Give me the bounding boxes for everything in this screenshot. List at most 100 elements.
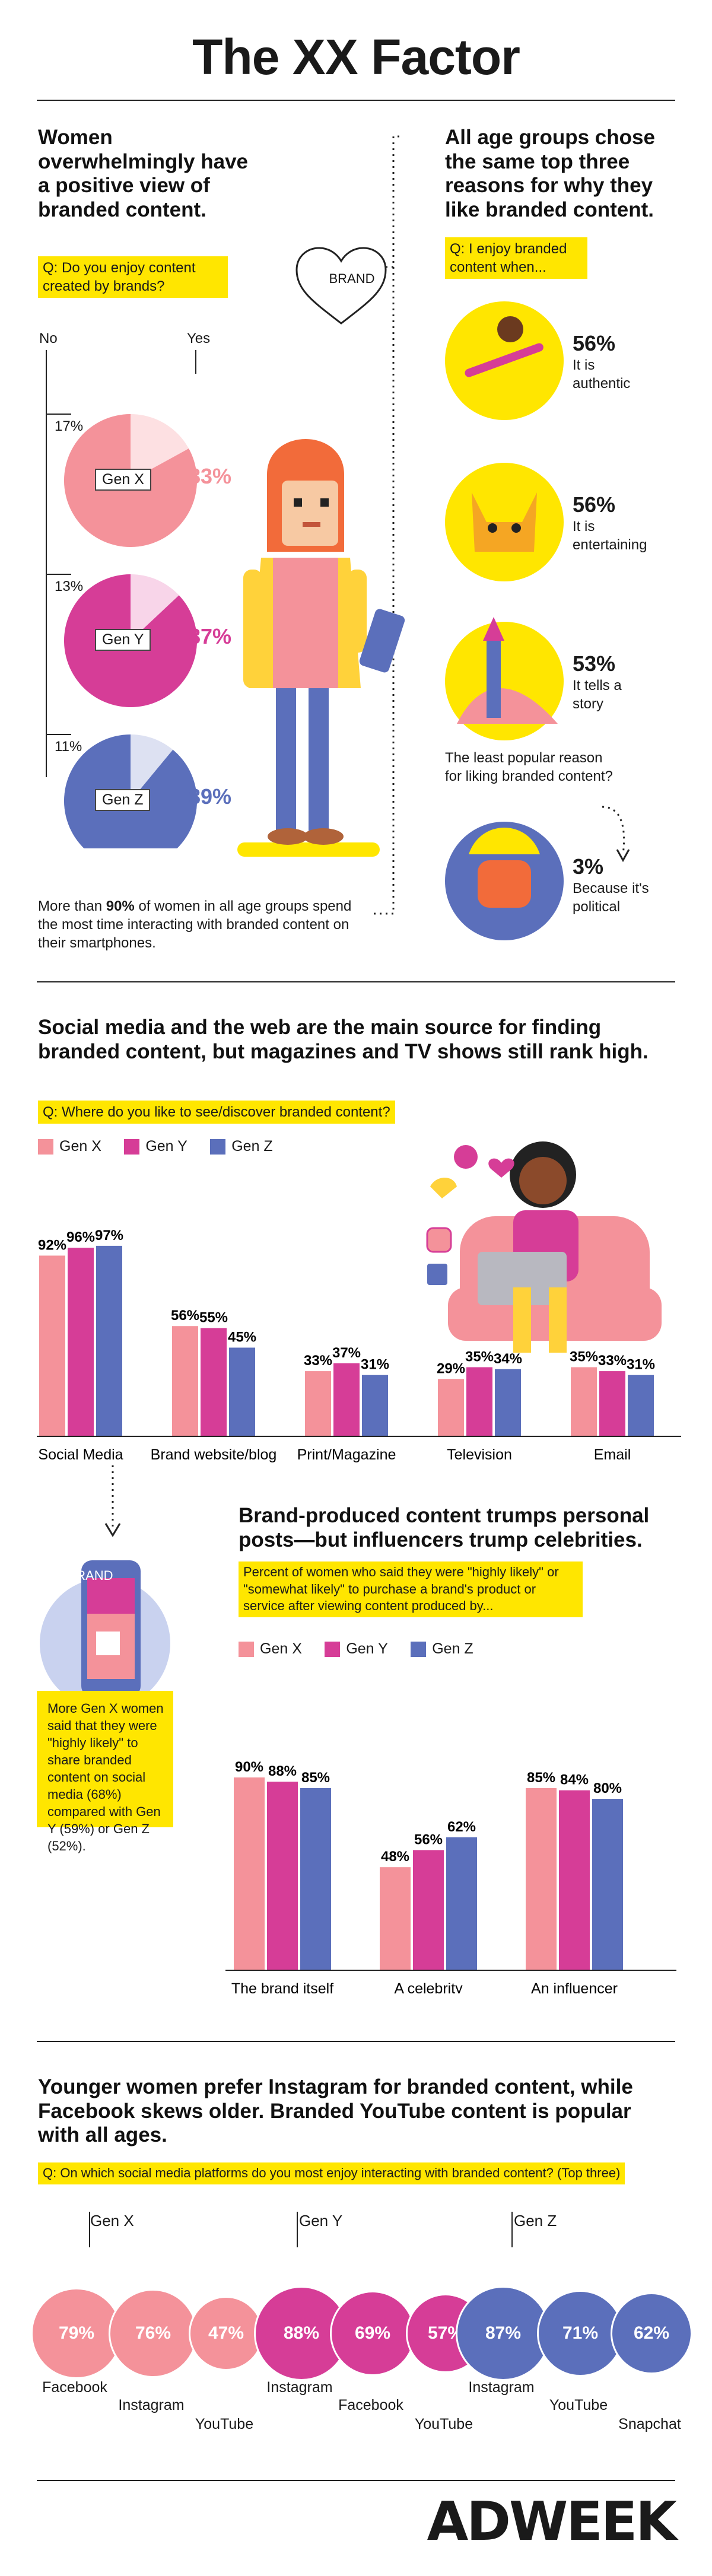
reason-illustrations: [445, 301, 564, 940]
bar-television-genx: [438, 1379, 464, 1436]
bubble-instagram: 76%: [108, 2288, 198, 2378]
bubble-platform-label: YouTube: [414, 2416, 473, 2432]
sec4-question: Q: On which social media platforms do yo…: [38, 2162, 625, 2184]
pie-genz-yes-pct: 89%: [189, 784, 232, 809]
bar-print-magazine-genz: [362, 1375, 388, 1436]
bar-value-label: 85%: [527, 1770, 555, 1786]
bubble-group-line: [297, 2212, 298, 2247]
bubble-platform-label: Facebook: [338, 2397, 403, 2413]
bar-an-influencer-genz: [592, 1799, 623, 1970]
pie-geny-no-pct: 13%: [55, 578, 84, 594]
category-label: A celebrity: [394, 1980, 463, 1993]
bar-brand-website-blog-geny: [201, 1328, 227, 1436]
bar-a-celebrity-geny: [413, 1850, 444, 1970]
bar-value-label: 45%: [228, 1330, 256, 1346]
pie-genz-label: Gen Z: [95, 789, 151, 811]
phone-brand-text: BRAND: [67, 1568, 113, 1583]
title-divider: [37, 100, 675, 101]
bubble-platform-label: YouTube: [195, 2416, 254, 2432]
sec1-question: Q: Do you enjoy content created by brand…: [38, 256, 228, 298]
bar-value-label: 80%: [593, 1780, 622, 1796]
bar-television-genz: [495, 1369, 521, 1436]
twitter-icon: [430, 1178, 457, 1198]
bar-a-celebrity-genx: [380, 1867, 411, 1970]
pie-genx-label: Gen X: [95, 469, 151, 491]
bar-value-label: 37%: [332, 1345, 361, 1361]
bubble-group-label: Gen Y: [299, 2212, 343, 2230]
least-popular-arrow: [602, 806, 630, 863]
sec1-heading: Women overwhelmingly have a positive vie…: [38, 126, 249, 221]
reason-2: 56% It is entertaining: [573, 492, 647, 554]
social-media-arrow: [104, 1465, 121, 1537]
bubble-platform-label: YouTube: [549, 2397, 608, 2413]
category-label: The brand itself: [231, 1980, 333, 1993]
pinterest-icon: [454, 1145, 478, 1169]
bar-value-label: 96%: [66, 1229, 95, 1245]
divider-1: [37, 981, 675, 982]
bar-the-brand-itself-genz: [300, 1788, 331, 1970]
least-popular-question: The least popular reason for liking bran…: [445, 750, 613, 785]
bar-brand-website-blog-genz: [229, 1347, 255, 1436]
adweek-logo: ADWEEK: [427, 2491, 677, 2553]
bar-value-label: 55%: [199, 1310, 228, 1326]
divider-4: [37, 2480, 675, 2481]
bar-social-media-geny: [68, 1248, 94, 1436]
bar-value-label: 35%: [570, 1349, 598, 1365]
dotted-connector: [386, 135, 403, 268]
bar-an-influencer-geny: [559, 1790, 590, 1970]
reason-3: 53% It tells a story: [573, 651, 622, 713]
sec2-question: Q: Where do you like to see/discover bra…: [38, 1101, 395, 1124]
bar-print-magazine-genx: [305, 1371, 331, 1436]
bubble-youtube: 47%: [189, 2296, 263, 2371]
bubble-platform-label: Facebook: [42, 2379, 107, 2396]
bar-value-label: 56%: [414, 1831, 443, 1847]
bar-value-label: 48%: [381, 1849, 409, 1865]
sec3-question: Percent of women who said they were "hig…: [239, 1561, 583, 1617]
category-label: Brand website/blog: [151, 1446, 277, 1463]
bubble-instagram: 87%: [456, 2286, 551, 2381]
bubble-platform-label: Instagram: [118, 2397, 185, 2413]
bar-value-label: 90%: [235, 1759, 263, 1775]
bubble-group-line: [89, 2212, 90, 2247]
like-icon: [427, 1264, 447, 1285]
bar-social-media-genx: [39, 1255, 65, 1436]
bubble-group-label: Gen Z: [514, 2212, 557, 2230]
bar-email-genz: [628, 1375, 654, 1436]
pie-genx-no-pct: 17%: [55, 418, 84, 434]
bar-brand-website-blog-genx: [172, 1326, 198, 1436]
bubble-facebook: 69%: [329, 2290, 416, 2377]
bar-the-brand-itself-genx: [234, 1777, 265, 1970]
laptop-woman-illustration: [426, 1141, 662, 1353]
reason-1: 56% It is authentic: [573, 331, 631, 392]
pie-geny-label: Gen Y: [95, 629, 151, 651]
discover-bar-chart: 92% 96% 97% Social Media 56% 55%45% Brand webs…: [37, 1227, 681, 1463]
sec1-footnote: More than 90% of women in all age groups…: [38, 898, 352, 952]
bar-value-label: 35%: [465, 1349, 494, 1365]
bar-value-label: 31%: [361, 1357, 389, 1373]
bar-value-label: 56%: [171, 1308, 199, 1324]
pie-genz-no-pct: 11%: [55, 739, 82, 755]
bar-email-geny: [599, 1371, 625, 1436]
bar-value-label: 92%: [38, 1237, 66, 1253]
bar-value-label: 33%: [304, 1353, 332, 1369]
bar-email-genx: [571, 1367, 597, 1436]
gen-x-share-sidebar: More Gen X women said that they were "hi…: [47, 1701, 164, 1854]
bar-value-label: 34%: [494, 1351, 522, 1367]
page-title: The XX Factor: [192, 29, 520, 85]
bar-value-label: 85%: [301, 1770, 330, 1786]
divider-3: [37, 2041, 675, 2042]
bubble-facebook: 79%: [31, 2288, 122, 2379]
instagram-icon: [426, 1227, 452, 1253]
bar-a-celebrity-genz: [446, 1837, 477, 1970]
brand-heart-text: BRAND: [329, 271, 375, 286]
category-label: Television: [447, 1446, 512, 1463]
bar-social-media-genz: [96, 1245, 122, 1436]
bubble-group-line: [511, 2212, 513, 2247]
bar-an-influencer-genx: [526, 1788, 557, 1970]
yes-label: Yes: [187, 330, 211, 346]
bubble-platform-label: Snapchat: [618, 2416, 681, 2432]
sec1-right-heading: All age groups chose the same top three …: [445, 126, 655, 221]
sec2-legend: Gen X Gen Y Gen Z: [38, 1138, 293, 1155]
bar-value-label: 31%: [627, 1357, 655, 1373]
category-label: Social Media: [38, 1446, 123, 1463]
